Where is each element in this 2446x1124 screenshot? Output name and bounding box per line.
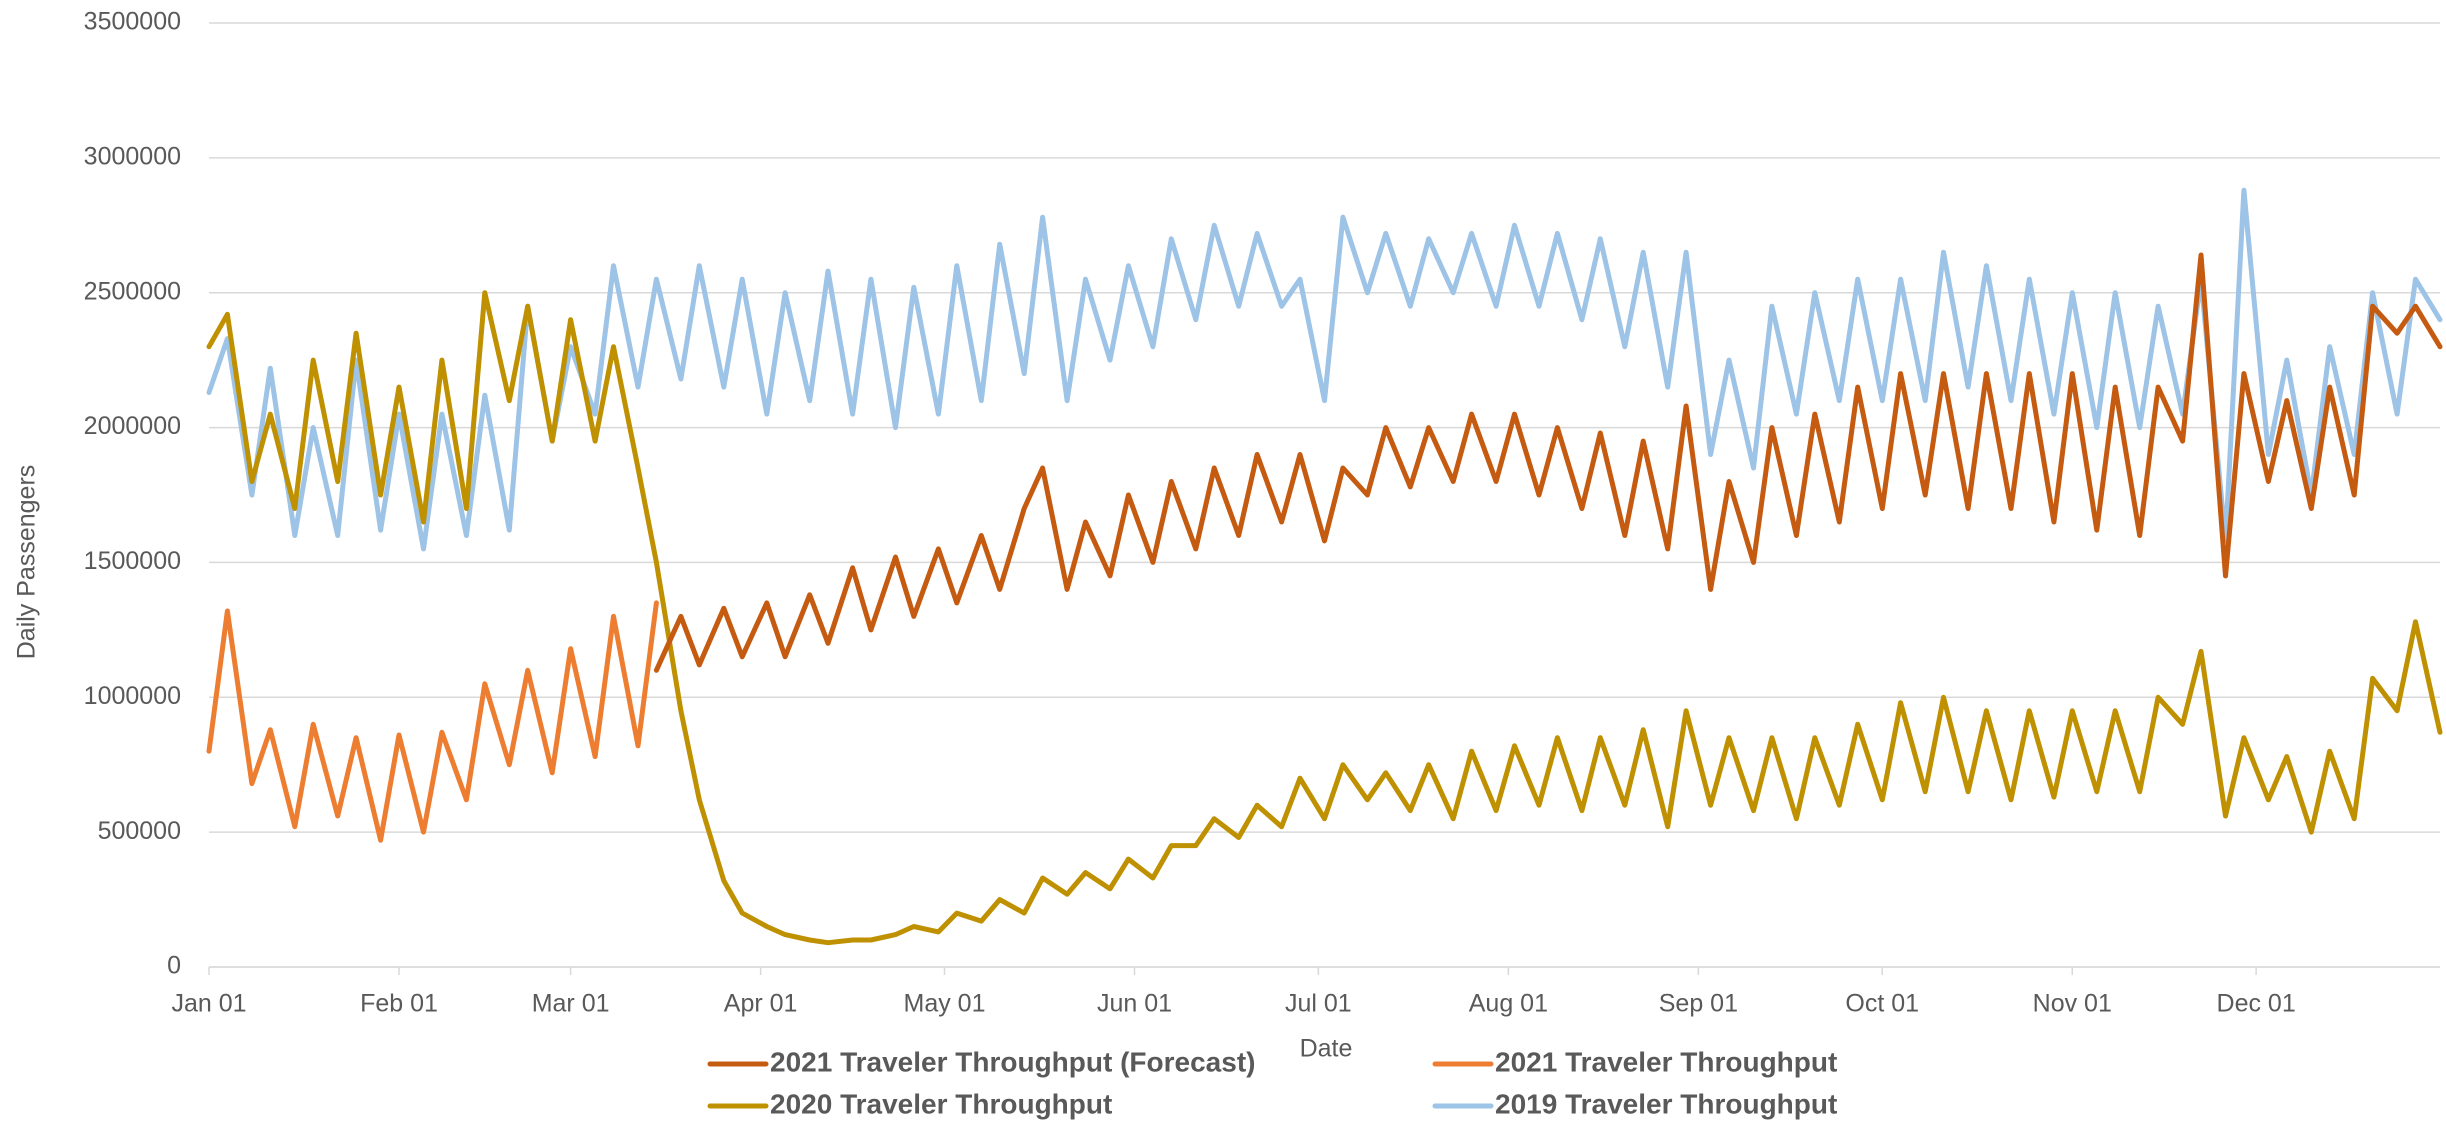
x-tick-label: May 01 bbox=[904, 990, 986, 1018]
y-tick-label: 3000000 bbox=[84, 142, 181, 170]
y-tick-label: 1000000 bbox=[84, 682, 181, 710]
y-tick-label: 2000000 bbox=[84, 412, 181, 440]
series-line bbox=[206, 187, 2443, 552]
x-tick-label: Mar 01 bbox=[532, 990, 610, 1018]
y-tick-label: 500000 bbox=[98, 817, 181, 845]
legend-label: 2020 Traveler Throughput bbox=[770, 1088, 1112, 1119]
x-tick-label: Jul 01 bbox=[1285, 990, 1352, 1018]
legend-label: 2021 Traveler Throughput (Forecast) bbox=[770, 1046, 1255, 1077]
x-tick-label: Dec 01 bbox=[2217, 990, 2296, 1018]
y-tick-label: 0 bbox=[167, 952, 181, 980]
x-tick-label: Apr 01 bbox=[724, 990, 798, 1018]
y-tick-label: 1500000 bbox=[84, 547, 181, 575]
y-axis-label: Daily Passengers bbox=[13, 465, 41, 660]
x-tick-label: Nov 01 bbox=[2033, 990, 2112, 1018]
y-tick-label: 3500000 bbox=[84, 8, 181, 36]
legend-label: 2019 Traveler Throughput bbox=[1495, 1088, 1837, 1119]
y-tick-label: 2500000 bbox=[84, 277, 181, 305]
x-tick-label: Oct 01 bbox=[1845, 990, 1919, 1018]
x-axis-label: Date bbox=[1300, 1035, 1353, 1063]
x-tick-label: Jan 01 bbox=[171, 990, 246, 1018]
x-tick-label: Sep 01 bbox=[1659, 990, 1738, 1018]
series-line bbox=[653, 252, 2443, 673]
legend-label: 2021 Traveler Throughput bbox=[1495, 1046, 1837, 1077]
series-line bbox=[206, 290, 2443, 946]
series-line bbox=[206, 600, 659, 843]
x-tick-label: Feb 01 bbox=[360, 990, 438, 1018]
x-tick-label: Aug 01 bbox=[1469, 990, 1548, 1018]
x-tick-label: Jun 01 bbox=[1097, 990, 1172, 1018]
